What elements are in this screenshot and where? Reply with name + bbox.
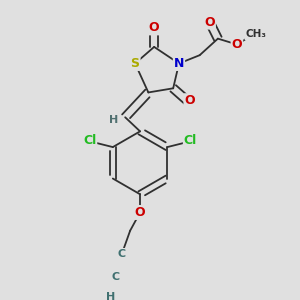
Text: N: N <box>174 57 184 70</box>
Text: CH₃: CH₃ <box>245 29 266 40</box>
Text: H: H <box>106 292 115 300</box>
Text: Cl: Cl <box>184 134 197 147</box>
Text: S: S <box>130 57 140 70</box>
Text: O: O <box>184 94 195 107</box>
Text: Cl: Cl <box>83 134 96 147</box>
Text: O: O <box>135 206 146 219</box>
Text: C: C <box>111 272 119 282</box>
Text: O: O <box>204 16 215 28</box>
Text: C: C <box>118 249 126 259</box>
Text: O: O <box>232 38 242 51</box>
Text: H: H <box>109 115 118 125</box>
Text: O: O <box>149 21 160 34</box>
